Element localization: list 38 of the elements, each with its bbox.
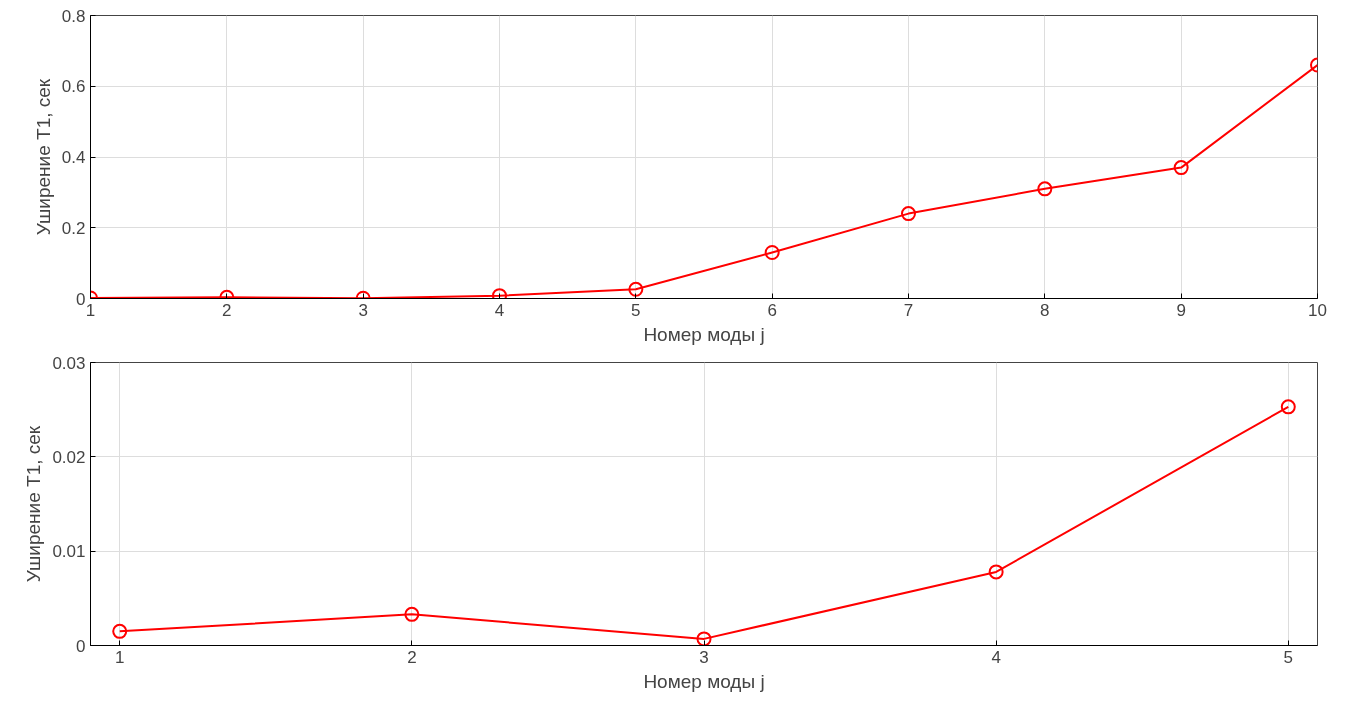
y-tick-label: 0.4 <box>61 148 86 167</box>
x-tick-label: 1 <box>114 647 125 667</box>
point <box>1280 399 1296 415</box>
x-tick-label: 3 <box>699 647 709 667</box>
y-axis-title: Уширение Т1, сек <box>23 425 45 583</box>
x-tick-label: 7 <box>903 300 914 320</box>
point <box>404 606 420 622</box>
x-tick-label: 5 <box>631 300 641 320</box>
y-tick-label: 0 <box>76 289 86 309</box>
x-tick-label: 10 <box>1308 300 1327 320</box>
point <box>901 206 916 222</box>
x-tick-label: 4 <box>991 647 1001 667</box>
point <box>696 631 712 646</box>
y-tick-label: 0.8 <box>61 6 86 26</box>
y-tick-label: 0.2 <box>61 218 86 238</box>
point <box>988 564 1004 580</box>
y-tick-label: 0 <box>76 636 86 656</box>
point <box>764 245 780 260</box>
y-tick-label: 0.02 <box>52 447 86 467</box>
point <box>112 623 128 639</box>
y-axis-title: Уширение Т1, сек <box>32 78 54 236</box>
point <box>1037 181 1053 197</box>
x-tick-label: 5 <box>1283 647 1294 667</box>
x-tick-label: 4 <box>494 300 505 320</box>
x-tick-label: 2 <box>222 300 232 320</box>
x-tick-label: 8 <box>1040 300 1050 320</box>
point <box>1173 160 1189 176</box>
x-axis-title: Номер моды j <box>643 670 765 692</box>
y-tick-label: 0.03 <box>52 353 86 373</box>
x-tick-label: 2 <box>407 647 417 667</box>
point <box>628 281 644 297</box>
x-tick-label: 9 <box>1176 300 1186 320</box>
x-axis-title: Номер моды j <box>643 323 765 345</box>
x-tick-label: 6 <box>767 300 777 320</box>
y-tick-label: 0.6 <box>61 77 86 97</box>
x-tick-label: 3 <box>358 300 368 320</box>
y-tick-label: 0.01 <box>52 542 86 562</box>
x-tick-label: 1 <box>85 300 96 320</box>
